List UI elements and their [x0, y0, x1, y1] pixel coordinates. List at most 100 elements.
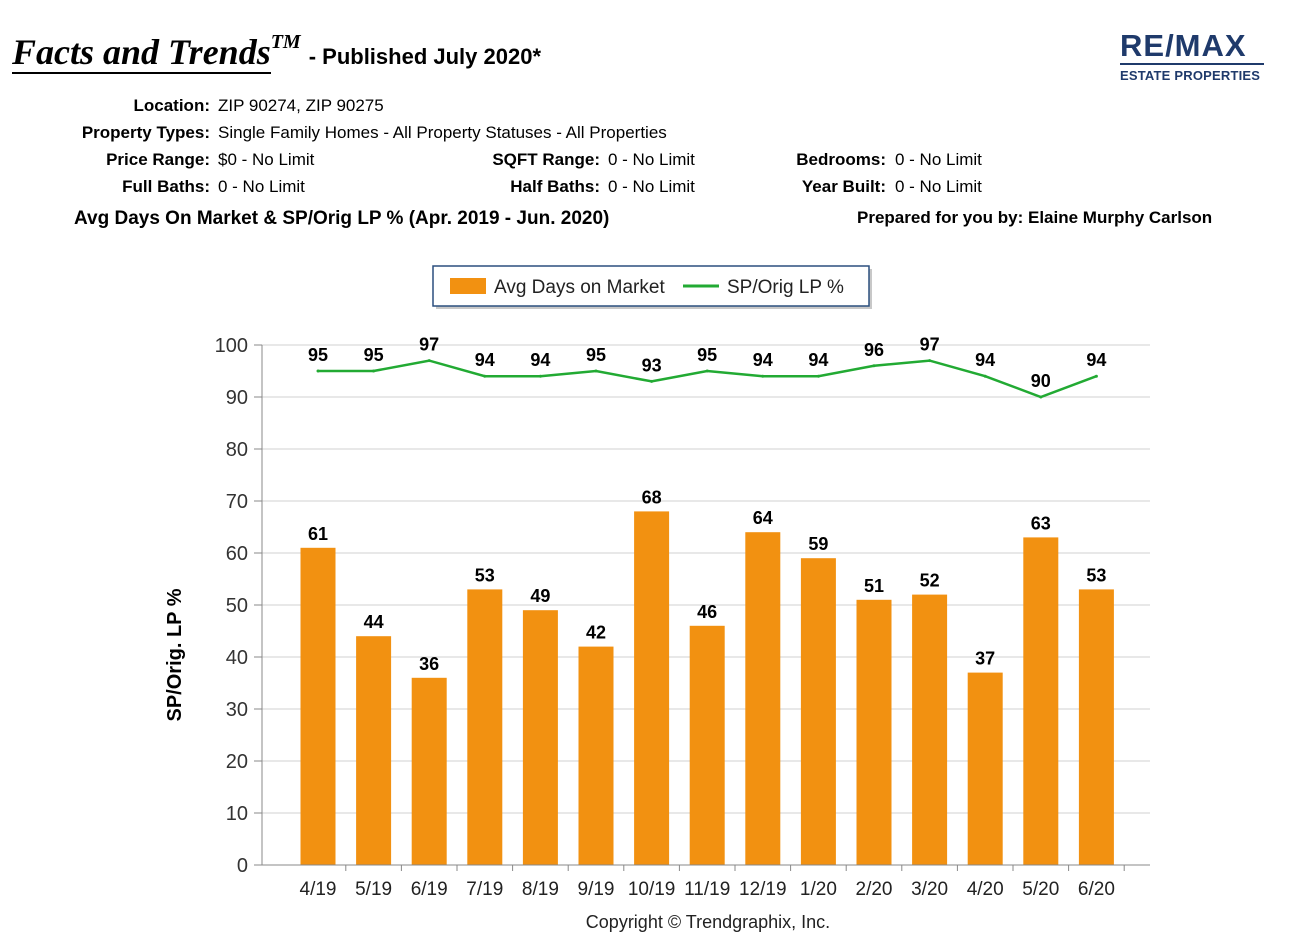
y-tick-label: 0 [237, 855, 248, 877]
line-value-label: 96 [864, 340, 884, 360]
bar-value-label: 53 [475, 565, 495, 585]
bar-value-label: 68 [642, 487, 662, 507]
bar-value-label: 42 [586, 623, 606, 643]
report-title: Facts and Trends TM - Published July 202… [12, 31, 542, 74]
bar [912, 594, 948, 865]
bar [800, 558, 836, 865]
axis-layer: 0 10 20 30 40 50 60 70 80 90 100 SP/Orig. LP % 4/19 5… [164, 335, 1150, 900]
bar [522, 610, 558, 865]
line-point [1094, 374, 1098, 378]
legend-bar-swatch [450, 278, 486, 294]
location-label: Location: [133, 96, 211, 115]
line-point [650, 379, 654, 383]
bar-layer [300, 511, 1114, 865]
legend-bar-label: Avg Days on Market [494, 277, 665, 298]
line-point [705, 369, 709, 373]
line-value-label: 94 [808, 350, 828, 370]
y-tick-label: 40 [226, 647, 248, 669]
bar-value-label: 64 [753, 508, 773, 528]
x-tick-label: 5/20 [1022, 879, 1059, 900]
line-value-label: 95 [697, 345, 717, 365]
bar [689, 625, 725, 865]
bar-value-label: 61 [308, 524, 328, 544]
line-point [983, 374, 987, 378]
line-value-label: 94 [753, 350, 773, 370]
bar [745, 532, 781, 865]
bar [467, 589, 503, 865]
x-tick-label: 4/20 [967, 879, 1004, 900]
x-tick-label: 1/20 [800, 879, 837, 900]
line-value-label: 93 [642, 355, 662, 375]
line-point [372, 369, 376, 373]
bar-value-label: 49 [530, 586, 550, 606]
y-tick-label: 10 [226, 803, 248, 825]
bar [856, 599, 892, 865]
x-tick-label: 4/19 [300, 879, 337, 900]
x-tick-label: 12/19 [739, 879, 787, 900]
copyright-text: Copyright © Trendgraphix, Inc. [585, 912, 831, 932]
bar-value-label: 44 [364, 612, 384, 632]
bar [356, 636, 392, 865]
x-tick-label: 10/19 [628, 879, 676, 900]
bedrooms-value: 0 - No Limit [895, 150, 982, 169]
bar [967, 672, 1003, 865]
y-tick-label: 100 [215, 335, 248, 357]
line-point [928, 359, 932, 363]
logo-subtitle: ESTATE PROPERTIES [1120, 68, 1261, 83]
bar [300, 547, 336, 865]
full-baths-label: Full Baths: [122, 177, 210, 196]
line-point [483, 374, 487, 378]
title-text: Facts and Trends [12, 32, 271, 74]
price-range-value: $0 - No Limit [218, 150, 315, 169]
bar [1023, 537, 1059, 865]
line-point [594, 369, 598, 373]
published-date: - Published July 2020* [308, 44, 542, 69]
y-tick-label: 20 [226, 751, 248, 773]
property-types-label: Property Types: [81, 123, 210, 142]
sqft-range-label: SQFT Range: [492, 150, 600, 169]
y-tick-label: 70 [226, 491, 248, 513]
line-value-label: 94 [475, 350, 495, 370]
x-tick-label: 6/20 [1078, 879, 1115, 900]
prepared-by: Prepared for you by: Elaine Murphy Carls… [857, 208, 1213, 227]
legend-line-label: SP/Orig LP % [727, 277, 844, 298]
bar-value-label: 52 [920, 571, 940, 591]
x-tick-label: 7/19 [466, 879, 503, 900]
y-tick-label: 60 [226, 543, 248, 565]
full-baths-value: 0 - No Limit [218, 177, 305, 196]
x-tick-label: 3/20 [911, 879, 948, 900]
half-baths-label: Half Baths: [510, 177, 600, 196]
x-tick-label: 9/19 [578, 879, 615, 900]
line-point [427, 359, 431, 363]
x-tick-label: 11/19 [684, 879, 730, 900]
x-tick-label: 8/19 [522, 879, 559, 900]
property-types-value: Single Family Homes - All Property Statu… [218, 123, 667, 142]
y-tick-label: 30 [226, 699, 248, 721]
bar [411, 677, 447, 865]
line-value-label: 97 [920, 335, 940, 355]
bar [1078, 589, 1114, 865]
bar-value-label: 59 [808, 534, 828, 554]
line-layer [316, 359, 1098, 399]
bar-value-label: 63 [1031, 513, 1051, 533]
price-range-label: Price Range: [106, 150, 210, 169]
x-tick-label: 6/19 [411, 879, 448, 900]
line-point [538, 374, 542, 378]
trademark-mark: TM [270, 31, 301, 53]
legend-box [432, 265, 870, 307]
bar-value-label: 37 [975, 649, 995, 669]
remax-logo: RE/MAX ESTATE PROPERTIES [1120, 30, 1264, 88]
logo-wordmark: RE/MAX [1120, 30, 1264, 65]
sqft-range-value: 0 - No Limit [608, 150, 695, 169]
x-tick-label: 2/20 [856, 879, 893, 900]
y-tick-label: 80 [226, 439, 248, 461]
line-value-label: 97 [419, 335, 439, 355]
line-value-label: 94 [1086, 350, 1106, 370]
bar [634, 511, 670, 865]
location-value: ZIP 90274, ZIP 90275 [218, 96, 384, 115]
line-value-label: 94 [530, 350, 550, 370]
bar [578, 646, 614, 865]
line-point [1039, 395, 1043, 399]
y-tick-label: 50 [226, 595, 248, 617]
